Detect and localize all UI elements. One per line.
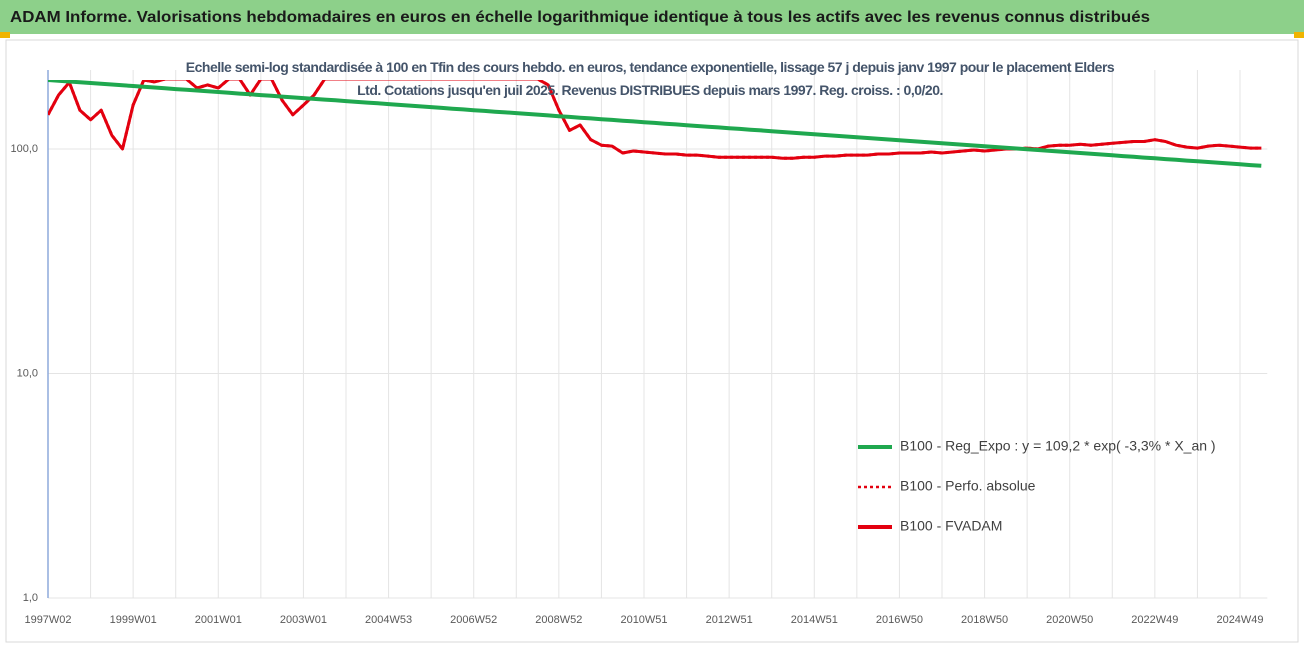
- y-tick-label: 10,0: [17, 367, 38, 379]
- legend-label: B100 - FVADAM: [900, 518, 1002, 534]
- x-tick-label: 2001W01: [195, 614, 242, 626]
- x-tick-label: 2003W01: [280, 614, 327, 626]
- x-tick-label: 2024W49: [1216, 614, 1263, 626]
- x-tick-label: 2014W51: [791, 614, 838, 626]
- legend-label: B100 - Reg_Expo : y = 109,2 * exp( -3,3%…: [900, 438, 1216, 454]
- chart-subtitle: Echelle semi-log standardisée à 100 en T…: [185, 59, 1115, 98]
- x-tick-label: 2012W51: [706, 614, 753, 626]
- x-tick-label: 2010W51: [620, 614, 667, 626]
- x-tick-label: 2020W50: [1046, 614, 1093, 626]
- x-tick-label: 1999W01: [110, 614, 157, 626]
- chart-frame: [5, 39, 1299, 643]
- x-tick-label: 2018W50: [961, 614, 1008, 626]
- title-bar: [0, 0, 1304, 34]
- x-tick-label: 2008W52: [535, 614, 582, 626]
- x-tick-label: 1997W02: [24, 614, 71, 626]
- series-line: [48, 80, 1262, 168]
- x-tick-label: 2004W53: [365, 614, 412, 626]
- corner: [1294, 32, 1304, 38]
- chart-title: ADAM Informe. Valorisations hebdomadaire…: [10, 9, 1150, 26]
- x-tick-label: 2006W52: [450, 614, 497, 626]
- x-tick-label: 2016W50: [876, 614, 923, 626]
- corner: [0, 32, 10, 38]
- plot-area: [48, 80, 1262, 168]
- legend-label: B100 - Perfo. absolue: [900, 478, 1036, 494]
- y-tick-label: 1,0: [23, 592, 38, 604]
- x-tick-label: 2022W49: [1131, 614, 1178, 626]
- y-tick-label: 100,0: [10, 143, 38, 155]
